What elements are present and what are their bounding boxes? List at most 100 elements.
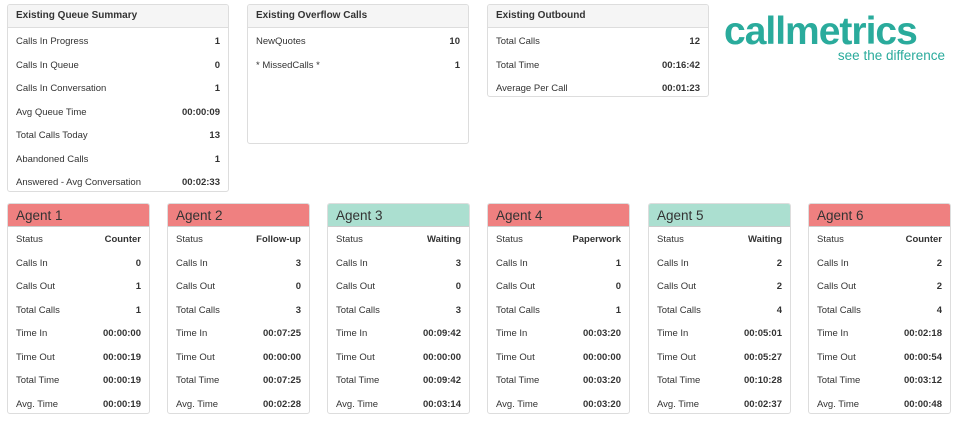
agent-stat-row-value: 00:00:48 — [903, 398, 942, 410]
agent-stat-row: Calls In 3 — [168, 252, 309, 276]
agent-stat-row-value: 00:02:28 — [262, 398, 301, 410]
agent-card[interactable]: Agent 6 Status Counter Calls In 2 Calls Out 2 T… — [808, 203, 951, 414]
agent-stat-row-value: 00:10:28 — [743, 375, 782, 387]
agent-stat-row: Calls In 2 — [649, 252, 790, 276]
agent-card[interactable]: Agent 4 Status Paperwork Calls In 1 Calls Out… — [487, 203, 630, 414]
agent-stat-row: Calls In 2 — [809, 252, 950, 276]
agent-stat-row: Calls Out 2 — [809, 275, 950, 299]
agent-stat-row-value: 1 — [615, 304, 621, 316]
outbound-row-value: 00:01:23 — [661, 83, 700, 95]
agent-stat-row-value: 00:05:27 — [743, 351, 782, 363]
agent-card[interactable]: Agent 2 Status Follow-up Calls In 3 Calls Out… — [167, 203, 310, 414]
overflow-calls-row: * MissedCalls * 1 — [248, 54, 468, 78]
agent-stat-row: Time Out 00:05:27 — [649, 346, 790, 370]
agent-stat-row-value: 00:02:18 — [903, 328, 942, 340]
agent-stat-row-value: Waiting — [427, 234, 461, 246]
agent-stat-row-value: 00:09:42 — [422, 328, 461, 340]
overflow-calls-row: NewQuotes 10 — [248, 30, 468, 54]
agent-stat-row-label: Time Out — [176, 351, 215, 363]
agent-card[interactable]: Agent 5 Status Waiting Calls In 2 Calls Out 2 T… — [648, 203, 791, 414]
agent-stat-row: Total Time 00:09:42 — [328, 369, 469, 393]
overflow-calls-panel: Existing Overflow Calls NewQuotes 10 * Mis… — [247, 4, 469, 144]
agent-stat-row-label: Calls In — [657, 257, 689, 269]
agent-stat-row: Avg. Time 00:00:19 — [8, 393, 149, 414]
agent-stat-row: Time In 00:02:18 — [809, 322, 950, 346]
queue-summary-row-value: 1 — [214, 153, 220, 165]
agent-stat-row: Time Out 00:00:00 — [328, 346, 469, 370]
agent-stat-row: Time In 00:03:20 — [488, 322, 629, 346]
overflow-calls-row-label: NewQuotes — [256, 36, 306, 48]
agent-stats: Status Paperwork Calls In 1 Calls Out 0 Total … — [488, 227, 629, 414]
agent-card[interactable]: Agent 3 Status Waiting Calls In 3 Calls Out 0 T… — [327, 203, 470, 414]
agent-stat-row-value: 00:09:42 — [422, 375, 461, 387]
outbound-row-label: Average Per Call — [496, 83, 568, 95]
agent-stat-row-value: 3 — [295, 257, 301, 269]
agent-stat-row: Status Paperwork — [488, 228, 629, 252]
agent-stat-row: Time Out 00:00:00 — [168, 346, 309, 370]
overflow-calls-row-value: 1 — [454, 59, 460, 71]
queue-summary-row: Calls In Progress 1 — [8, 30, 228, 54]
outbound-row-value: 12 — [689, 36, 700, 48]
agent-stat-row-value: 00:00:19 — [102, 375, 141, 387]
agent-stat-row-label: Total Time — [176, 375, 220, 387]
agent-stat-row-value: 00:00:00 — [262, 351, 301, 363]
agent-stat-row-label: Time Out — [336, 351, 375, 363]
agent-stat-row-value: 0 — [455, 281, 461, 293]
overflow-calls-title: Existing Overflow Calls — [248, 5, 468, 28]
agent-stat-row-label: Calls Out — [817, 281, 857, 293]
agent-name-header: Agent 3 — [328, 204, 469, 227]
agent-stat-row: Avg. Time 00:03:20 — [488, 393, 629, 414]
agent-stat-row-label: Time In — [817, 328, 849, 340]
agent-stat-row-value: 00:00:19 — [102, 398, 141, 410]
agent-card[interactable]: Agent 1 Status Counter Calls In 0 Calls Out 1 T… — [7, 203, 150, 414]
overflow-calls-rows: NewQuotes 10 * MissedCalls * 1 — [248, 28, 468, 77]
agent-stat-row-label: Time Out — [16, 351, 55, 363]
queue-summary-row: Avg Queue Time 00:00:09 — [8, 101, 228, 125]
agent-stat-row-value: 0 — [295, 281, 301, 293]
agent-stat-row-label: Total Calls — [176, 304, 220, 316]
agent-stat-row-label: Status — [657, 234, 684, 246]
agent-stat-row-label: Time Out — [817, 351, 856, 363]
agent-stat-row-label: Calls In — [496, 257, 528, 269]
agent-stat-row-label: Avg. Time — [817, 398, 860, 410]
agent-stat-row-value: 2 — [936, 257, 942, 269]
agent-stats: Status Counter Calls In 2 Calls Out 2 Total Ca… — [809, 227, 950, 413]
outbound-row: Total Time 00:16:42 — [488, 54, 708, 78]
agent-stat-row-value: Counter — [104, 234, 141, 246]
agent-stat-row: Avg. Time 00:03:14 — [328, 393, 469, 414]
queue-summary-row-value: 0 — [214, 59, 220, 71]
agent-stat-row: Time In 00:00:00 — [8, 322, 149, 346]
agent-stat-row-value: 00:07:25 — [262, 328, 301, 340]
agent-stat-row: Status Counter — [809, 228, 950, 252]
agent-name-header: Agent 2 — [168, 204, 309, 227]
agent-stat-row: Total Time 00:10:28 — [649, 369, 790, 393]
agent-stat-row-label: Avg. Time — [496, 398, 539, 410]
agent-stat-row-value: 00:03:20 — [582, 375, 621, 387]
agent-stat-row: Total Time 00:00:19 — [8, 369, 149, 393]
agent-stat-row: Calls Out 2 — [649, 275, 790, 299]
logo-wordmark: callmetrics — [724, 10, 918, 53]
agent-name-header: Agent 4 — [488, 204, 629, 227]
agent-stat-row-label: Total Time — [16, 375, 60, 387]
agent-stat-row-value: Paperwork — [572, 234, 621, 246]
queue-summary-row: Calls In Conversation 1 — [8, 77, 228, 101]
agent-stat-row-label: Calls Out — [496, 281, 536, 293]
agent-stat-row-label: Total Calls — [16, 304, 60, 316]
agent-stat-row-label: Time In — [176, 328, 208, 340]
agent-stat-row-value: 00:05:01 — [743, 328, 782, 340]
agent-stat-row-label: Status — [336, 234, 363, 246]
agent-stat-row-label: Calls Out — [176, 281, 216, 293]
agent-stat-row-label: Calls In — [336, 257, 368, 269]
agent-stats: Status Waiting Calls In 2 Calls Out 2 Total Ca… — [649, 227, 790, 413]
agent-stat-row-label: Status — [817, 234, 844, 246]
agent-stat-row-label: Total Time — [336, 375, 380, 387]
queue-summary-row: Total Calls Today 13 — [8, 124, 228, 148]
queue-summary-rows: Calls In Progress 1 Calls In Queue 0 Calls I… — [8, 28, 228, 191]
agent-stat-row: Time Out 00:00:00 — [488, 346, 629, 370]
agent-stat-row-label: Total Calls — [336, 304, 380, 316]
agent-name-header: Agent 1 — [8, 204, 149, 227]
outbound-title: Existing Outbound — [488, 5, 708, 28]
agent-stat-row: Time Out 00:00:19 — [8, 346, 149, 370]
agent-stat-row-value: 00:00:00 — [422, 351, 461, 363]
agent-stat-row: Total Time 00:07:25 — [168, 369, 309, 393]
